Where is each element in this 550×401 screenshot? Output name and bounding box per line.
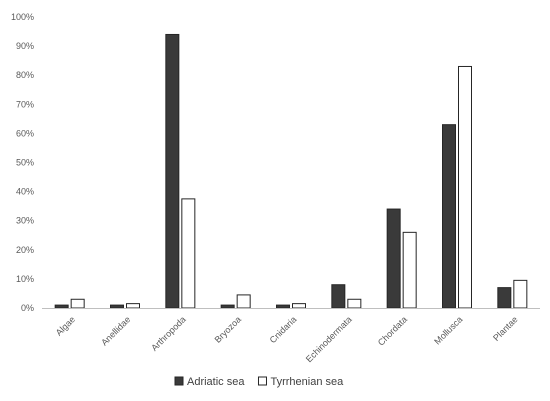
legend-swatch [257,376,267,386]
legend-label: Adriatic sea [187,376,245,388]
x-axis: Algae Anellidae Arthropoda Bryozoa Cnidaria E… [54,314,520,364]
bar [402,231,417,309]
x-tick-label: Chordata [376,314,409,347]
bar [236,294,251,309]
x-tick-label: Echinodermata [304,314,354,364]
bar [292,303,306,309]
y-tick-label: 80% [16,70,34,80]
bar [110,304,124,309]
legend: Adriatic sea Tyrrhenian sea [174,376,344,388]
bar [70,298,85,309]
bar [513,279,528,309]
bar [165,33,180,309]
bar [497,287,512,309]
legend-swatch [174,376,184,386]
y-tick-label: 0% [21,303,34,313]
bar [347,298,362,309]
bar [331,284,346,309]
bar [220,304,235,309]
x-tick-label: Mollusca [432,314,464,346]
y-tick-label: 10% [16,274,34,284]
y-tick-label: 40% [16,187,34,197]
bar [386,208,401,309]
x-tick-label: Arthropoda [149,314,188,353]
x-tick-label: Plantae [491,314,520,343]
bar [181,198,196,309]
legend-label: Tyrrhenian sea [270,376,344,388]
bar [126,303,140,309]
bar [442,124,456,309]
y-tick-label: 50% [16,158,34,168]
x-tick-label: Anellidae [99,314,132,347]
y-tick-label: 90% [16,41,34,51]
bars [54,33,528,309]
y-tick-label: 60% [16,128,34,138]
y-tick-label: 100% [11,12,34,22]
bar [54,304,69,309]
bar [276,304,290,309]
bar [458,65,472,309]
x-tick-label: Cnidaria [268,314,299,345]
y-tick-label: 70% [16,99,34,109]
x-tick-label: Bryozoa [213,314,243,344]
y-axis: 0% 10% 20% 30% 40% 50% 60% 70% 80% 90% 100% [11,12,34,313]
x-tick-label: Algae [54,314,77,337]
y-tick-label: 20% [16,245,34,255]
y-tick-label: 30% [16,216,34,226]
